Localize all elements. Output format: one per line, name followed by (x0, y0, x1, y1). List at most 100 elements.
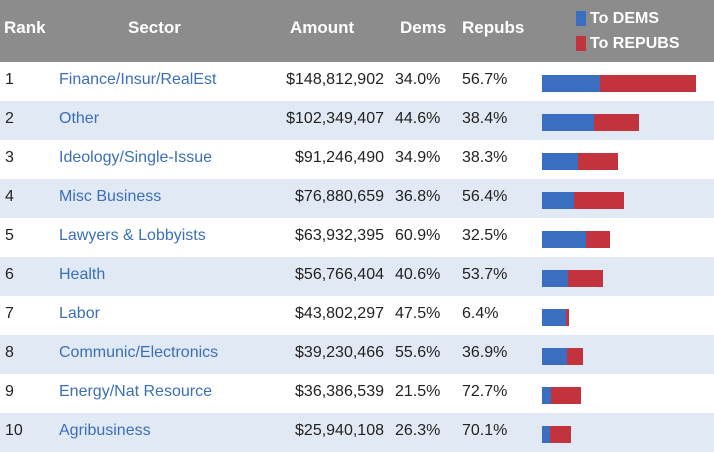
header-repubs[interactable]: Repubs (462, 18, 525, 37)
chart-legend: To DEMS To REPUBS (576, 6, 679, 56)
table-row: 7 Labor $43,802,297 47.5% 6.4% (0, 296, 714, 335)
header-rank[interactable]: Rank (4, 18, 46, 37)
bar-segment-repubs (550, 387, 582, 404)
bar-segment-dems (542, 114, 594, 131)
header-amount[interactable]: Amount (290, 18, 355, 37)
sector-link[interactable]: Ideology/Single-Issue (59, 149, 212, 166)
bar-segment-repubs (574, 192, 624, 209)
rank-cell: 4 (5, 188, 14, 205)
sector-link[interactable]: Labor (59, 305, 100, 322)
rank-cell: 5 (5, 227, 14, 244)
contribution-bar (542, 426, 571, 443)
bar-segment-repubs (578, 153, 619, 170)
bar-segment-repubs (594, 114, 639, 131)
legend-label-dems: To DEMS (590, 9, 660, 27)
contribution-bar (542, 231, 611, 248)
bar-segment-dems (542, 75, 600, 92)
bar-segment-repubs (549, 426, 571, 443)
bar-segment-repubs (599, 75, 696, 92)
dems-percent-cell: 34.9% (395, 149, 441, 166)
dems-percent-cell: 34.0% (395, 71, 441, 88)
legend-item-repubs: To REPUBS (576, 31, 679, 56)
bar-segment-dems (542, 153, 579, 170)
repubs-percent-cell: 70.1% (462, 422, 508, 439)
dems-percent-cell: 44.6% (395, 110, 441, 127)
contribution-bar (542, 270, 603, 287)
table-row: 1 Finance/Insur/RealEst $148,812,902 34.0% 5… (0, 62, 714, 101)
bar-segment-dems (542, 192, 575, 209)
repubs-percent-cell: 32.5% (462, 227, 508, 244)
sector-link[interactable]: Health (59, 266, 106, 283)
rank-cell: 3 (5, 149, 14, 166)
repubs-percent-cell: 36.9% (462, 344, 508, 361)
amount-cell: $76,880,659 (295, 188, 384, 205)
sector-link[interactable]: Agribusiness (59, 422, 151, 439)
table-row: 10 Agribusiness $25,940,108 26.3% 70.1% (0, 413, 714, 452)
legend-item-dems: To DEMS (576, 6, 679, 31)
bar-segment-repubs (586, 231, 611, 248)
rank-cell: 7 (5, 305, 14, 322)
contribution-bar (542, 309, 569, 326)
legend-swatch-repubs (576, 36, 586, 51)
amount-cell: $63,932,395 (295, 227, 384, 244)
bar-segment-dems (542, 387, 551, 404)
rank-cell: 10 (5, 422, 23, 439)
contribution-bar (542, 348, 584, 365)
legend-swatch-dems (576, 11, 586, 26)
bar-segment-dems (542, 270, 569, 287)
dems-percent-cell: 60.9% (395, 227, 441, 244)
table-row: 3 Ideology/Single-Issue $91,246,490 34.9% 38… (0, 140, 714, 179)
sector-link[interactable]: Energy/Nat Resource (59, 383, 212, 400)
dems-percent-cell: 55.6% (395, 344, 441, 361)
repubs-percent-cell: 6.4% (462, 305, 499, 322)
bar-segment-repubs (565, 309, 569, 326)
rank-cell: 2 (5, 110, 14, 127)
dems-percent-cell: 26.3% (395, 422, 441, 439)
table-row: 5 Lawyers & Lobbyists $63,932,395 60.9% 32.5… (0, 218, 714, 257)
bar-segment-repubs (568, 270, 603, 287)
dems-percent-cell: 40.6% (395, 266, 441, 283)
dems-percent-cell: 21.5% (395, 383, 441, 400)
table-row: 4 Misc Business $76,880,659 36.8% 56.4% (0, 179, 714, 218)
bar-segment-dems (542, 309, 566, 326)
contribution-bar (542, 114, 639, 131)
header-dems[interactable]: Dems (400, 18, 447, 37)
bar-segment-dems (542, 426, 550, 443)
sector-link[interactable]: Misc Business (59, 188, 162, 205)
repubs-percent-cell: 56.7% (462, 71, 508, 88)
rank-cell: 9 (5, 383, 14, 400)
sector-link[interactable]: Finance/Insur/RealEst (59, 71, 217, 88)
amount-cell: $56,766,404 (295, 266, 384, 283)
amount-cell: $39,230,466 (295, 344, 384, 361)
repubs-percent-cell: 56.4% (462, 188, 508, 205)
contribution-bar (542, 192, 624, 209)
contribution-bar (542, 75, 696, 92)
bar-segment-dems (542, 348, 567, 365)
amount-cell: $102,349,407 (286, 110, 384, 127)
table-row: 9 Energy/Nat Resource $36,386,539 21.5% 72.7… (0, 374, 714, 413)
amount-cell: $43,802,297 (295, 305, 384, 322)
repubs-percent-cell: 38.4% (462, 110, 508, 127)
sector-link[interactable]: Communic/Electronics (59, 344, 219, 361)
amount-cell: $148,812,902 (286, 71, 384, 88)
contribution-bar (542, 153, 619, 170)
rank-cell: 8 (5, 344, 14, 361)
table-row: 2 Other $102,349,407 44.6% 38.4% (0, 101, 714, 140)
sector-link[interactable]: Other (59, 110, 100, 127)
table-row: 6 Health $56,766,404 40.6% 53.7% (0, 257, 714, 296)
contribution-bar (542, 387, 582, 404)
table-row: 8 Communic/Electronics $39,230,466 55.6% 36.… (0, 335, 714, 374)
repubs-percent-cell: 72.7% (462, 383, 508, 400)
legend-label-repubs: To REPUBS (590, 34, 680, 52)
dems-percent-cell: 36.8% (395, 188, 441, 205)
bar-segment-repubs (566, 348, 584, 365)
amount-cell: $36,386,539 (295, 383, 384, 400)
amount-cell: $91,246,490 (295, 149, 384, 166)
rank-cell: 1 (5, 71, 14, 88)
repubs-percent-cell: 38.3% (462, 149, 508, 166)
dems-percent-cell: 47.5% (395, 305, 441, 322)
sector-link[interactable]: Lawyers & Lobbyists (59, 227, 206, 244)
amount-cell: $25,940,108 (295, 422, 384, 439)
repubs-percent-cell: 53.7% (462, 266, 508, 283)
header-sector[interactable]: Sector (128, 18, 181, 37)
